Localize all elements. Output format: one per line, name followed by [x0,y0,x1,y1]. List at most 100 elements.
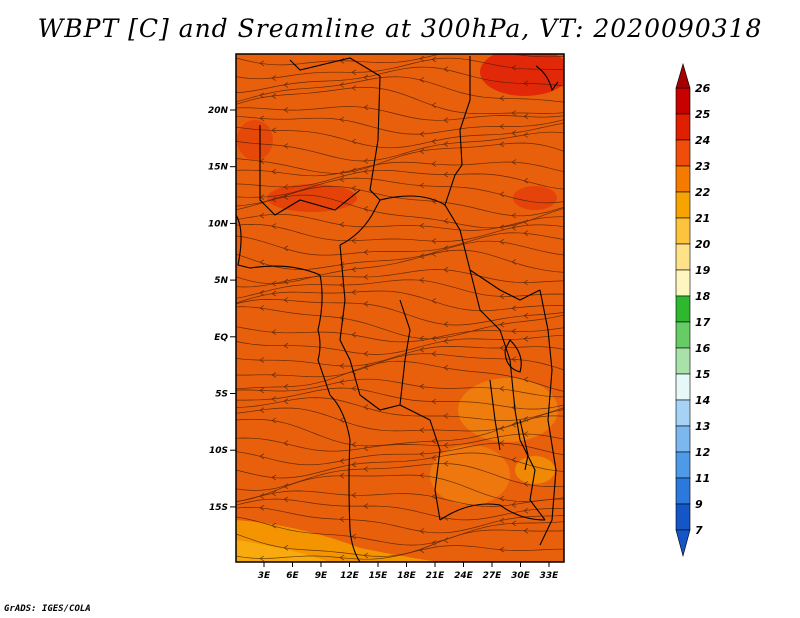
streamline-arrow [283,483,289,489]
colorbar-top-arrow [675,62,691,89]
streamline-arrow [499,141,505,148]
streamline-arrow [271,490,277,497]
streamline-arrow [363,503,369,509]
lake-victoria [504,339,522,373]
colorbar-segment [675,113,691,141]
streamline-arrow [511,259,517,265]
wbpt-patch-23c [267,184,357,212]
colorbar-label: 19 [695,264,711,277]
streamline [236,407,564,432]
streamline-arrow [499,495,505,502]
streamline-arrow [351,138,357,145]
streamline-arrow [339,363,345,369]
streamline-arrow [499,386,505,392]
streamline-arrow [523,481,529,487]
colorbar-label: 13 [695,420,711,433]
streamline-arrow [443,141,449,147]
streamline-arrow [339,458,345,464]
streamline-arrow [351,167,357,174]
streamline [236,334,564,355]
streamline-arrow [363,168,369,175]
colorbar-segment [675,503,691,531]
streamline [236,232,564,256]
streamline-arrow [511,130,517,136]
streamlines [236,54,564,562]
streamline-arrow [283,278,289,285]
streamline-arrow [499,440,505,446]
streamline-arrow [419,131,425,137]
colorbar-label: 21 [695,212,710,225]
chart-title: WBPT [C] and Sreamline at 300hPa, VT: 20… [37,14,763,43]
colorbar-label: 22 [695,186,711,199]
streamline-arrow [283,194,289,200]
streamline-arrow [523,336,529,342]
streamline [236,326,564,343]
lon-label: 6E [286,571,299,581]
streamline-arrow [523,113,529,120]
streamline-arrow [363,364,369,370]
streamline-arrow [419,528,425,534]
streamline [236,185,564,217]
border [469,269,546,521]
colorbar-label: 24 [695,134,710,147]
wbpt-patch-22c [430,445,510,505]
streamline-arrow [271,522,277,529]
lat-label: EQ [214,333,228,343]
wbpt-patch-20c-south [236,540,330,562]
streamline [236,279,564,299]
streamline-arrow [499,224,505,231]
streamline [236,433,564,452]
streamline-arrow [339,262,345,268]
lon-label: 15E [369,571,389,581]
streamline-arrow [511,110,517,116]
streamline-arrow [351,69,357,76]
streamline [236,57,564,80]
colorbar-label: 25 [695,108,711,121]
streamline-arrow [363,274,369,280]
streamline-arrow [259,290,265,296]
streamline-arrow [431,438,437,444]
streamline-arrow [259,505,265,511]
streamline-arrow [499,95,505,102]
streamline-arrow [419,346,425,353]
streamline-arrow [419,277,425,283]
streamline-arrow [443,266,449,273]
streamline-arrow [259,407,265,413]
colorbar-label: 12 [695,446,711,459]
colorbar: 26 25 24 23 22 21 20 19 18 17 16 15 14 13 12 11 9 7 [675,62,711,558]
streamline-arrow [499,425,505,432]
streamline-arrow [283,107,289,113]
border [539,289,557,546]
lon-label: 21E [426,571,446,581]
colorbar-segment [675,451,691,479]
lake-tanganyika [489,379,501,451]
streamline-arrow [271,223,277,229]
streamline-arrow [259,212,265,219]
wbpt-field [236,54,564,562]
colorbar-label: 15 [695,368,711,381]
colorbar-label: 9 [695,498,703,511]
lat-label: 5N [214,276,228,286]
streamline-arrow [339,417,345,423]
streamline-arrow [363,104,369,111]
streamline-arrow [363,466,369,472]
streamline-arrow [339,379,345,385]
colorbar-label: 16 [695,342,711,355]
lon-label: 18E [397,571,417,581]
lon-label: 30E [511,571,531,581]
colorbar-label: 14 [695,394,710,407]
streamline-arrow [363,74,369,81]
streamline-arrow [351,332,357,338]
streamline [236,269,564,288]
streamline-arrow [511,520,517,527]
streamline-arrow [499,191,505,198]
streamline-arrow [259,259,265,266]
streamline-arrow [431,251,437,257]
streamline [236,290,564,312]
streamline [236,545,564,560]
streamline-arrow [431,161,437,167]
streamline [236,169,564,190]
streamline-arrow [511,225,517,231]
streamline-arrow [499,123,505,130]
streamline-arrow [363,404,369,410]
